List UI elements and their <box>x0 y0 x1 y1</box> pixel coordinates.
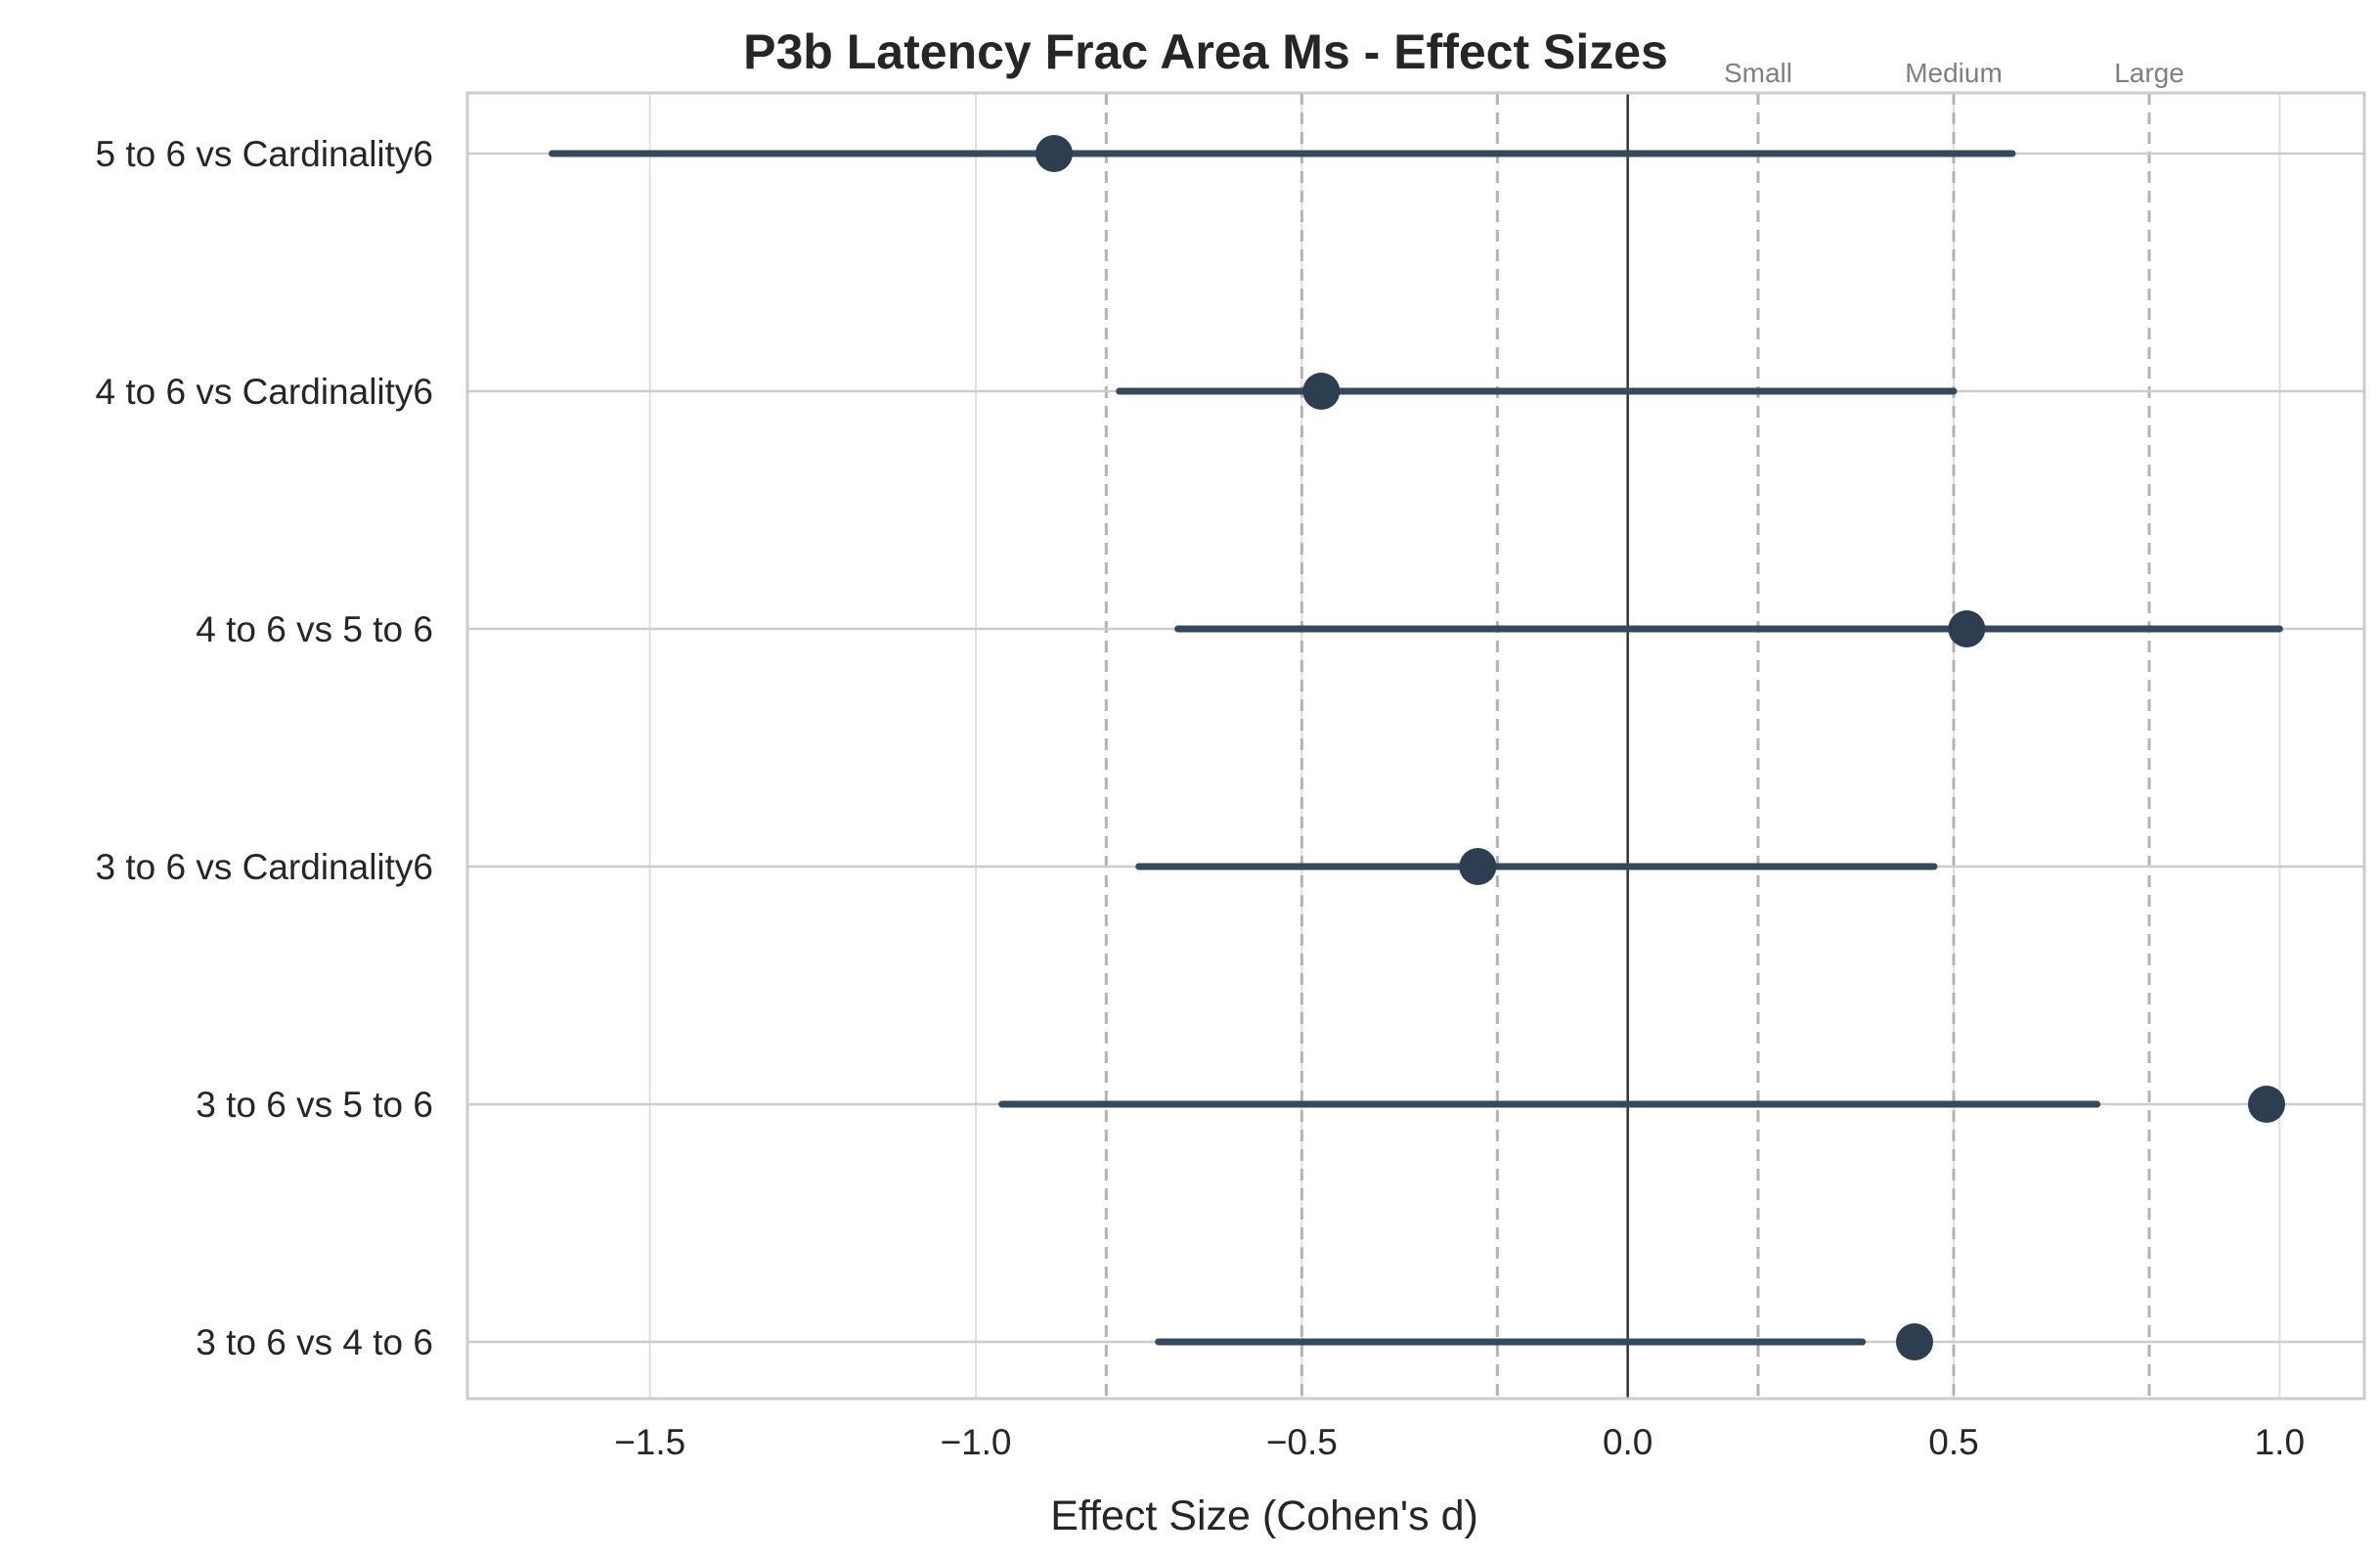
tick-labels: 5 to 6 vs Cardinality6 4 to 6 vs Cardinal… <box>95 134 2305 1462</box>
x-tick-label: −1.5 <box>614 1422 685 1462</box>
plot-frame <box>465 91 2366 1401</box>
effect-point <box>1459 848 1497 885</box>
effect-point <box>1948 610 1986 647</box>
x-tick-label: 0.5 <box>1928 1422 1978 1462</box>
reference-lines: Small Medium Large <box>1104 58 2184 1399</box>
x-tick-label: 1.0 <box>2255 1422 2305 1462</box>
y-tick-label: 5 to 6 vs Cardinality6 <box>95 134 433 174</box>
y-tick-label: 3 to 6 vs 5 to 6 <box>196 1085 433 1125</box>
grid-layer <box>648 93 2281 1399</box>
axes-frame <box>465 91 2366 1401</box>
effect-point <box>1302 373 1341 410</box>
effect-point <box>1896 1323 1933 1360</box>
y-tick-label: 4 to 6 vs 5 to 6 <box>196 609 433 649</box>
x-axis-label: Effect Size (Cohen's d) <box>1050 1492 1478 1539</box>
effect-point <box>1036 135 1073 172</box>
reference-label: Medium <box>1905 58 2003 88</box>
y-tick-label: 3 to 6 vs Cardinality6 <box>95 847 433 887</box>
data-layer <box>549 135 2285 1360</box>
y-tick-label: 3 to 6 vs 4 to 6 <box>196 1322 433 1362</box>
chart-title: P3b Latency Frac Area Ms - Effect Sizes <box>743 24 1668 79</box>
reference-label: Large <box>2114 58 2184 88</box>
x-tick-label: −1.0 <box>940 1422 1011 1462</box>
x-tick-label: −0.5 <box>1266 1422 1338 1462</box>
row-lines <box>467 152 2364 1344</box>
y-tick-label: 4 to 6 vs Cardinality6 <box>95 372 433 412</box>
reference-label: Small <box>1724 58 1792 88</box>
x-tick-label: 0.0 <box>1603 1422 1653 1462</box>
effect-point <box>2248 1086 2285 1123</box>
